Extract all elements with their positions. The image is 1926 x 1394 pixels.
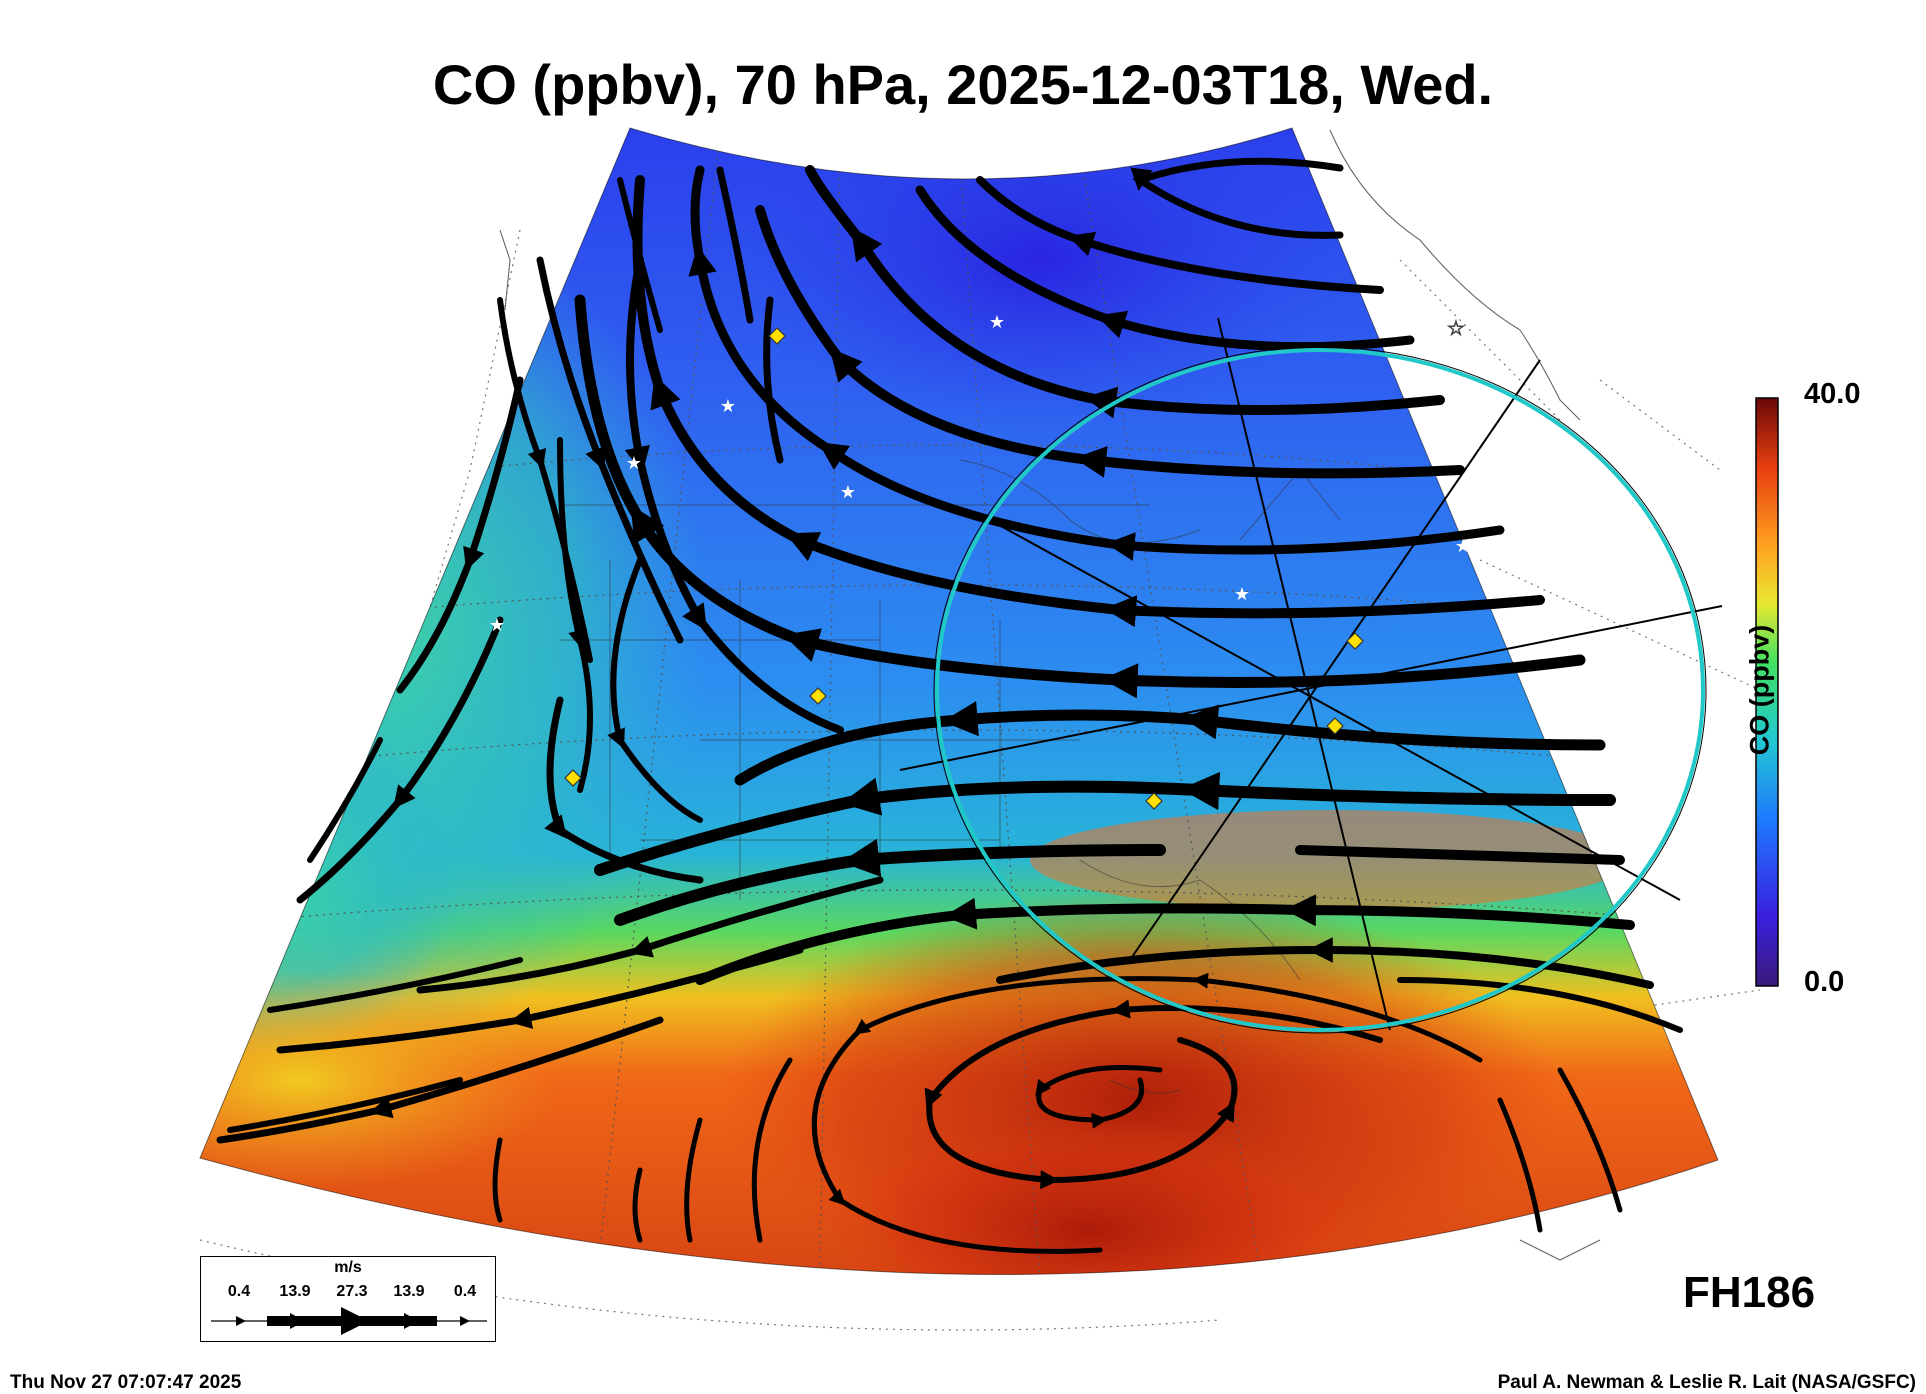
streamline	[1295, 845, 1625, 865]
site-markers	[564, 327, 1364, 810]
star-marker: ★	[989, 312, 1005, 333]
streamline	[307, 737, 383, 863]
streamline	[751, 1057, 793, 1243]
colorbar-min-label: 0.0	[1804, 966, 1845, 998]
diamond-marker	[1326, 717, 1344, 735]
streamline	[557, 437, 593, 793]
star-marker: ★	[1455, 536, 1471, 557]
streamline	[763, 296, 784, 464]
page-title: CO (ppbv), 70 hPa, 2025-12-03T18, Wed.	[432, 53, 1494, 116]
star-marker: ★	[489, 615, 505, 636]
streamline	[624, 256, 844, 734]
streamline	[267, 957, 523, 1013]
flight-tracks	[899, 317, 1723, 1031]
diamond-marker	[1346, 632, 1364, 650]
wind-unit-label: m/s	[334, 1259, 362, 1276]
wind-scale-legend: m/s 0.4 13.9 27.3 13.9 0.4	[200, 1256, 496, 1342]
streamline	[695, 894, 1635, 985]
wind-speed-label: 13.9	[393, 1283, 425, 1300]
star-markers: ★ ★ ★ ★ ★ ★ ★	[489, 312, 1471, 636]
streamline	[227, 1077, 463, 1133]
streamline	[492, 1137, 503, 1223]
colorbar	[1755, 397, 1779, 987]
wind-speed-label: 13.9	[279, 1283, 311, 1300]
streamline	[811, 972, 1483, 1254]
streamline	[996, 937, 1654, 989]
streamline	[416, 876, 884, 994]
streamline	[594, 771, 1616, 876]
colorbar-title: CO (ppbv)	[1744, 624, 1775, 756]
streamline	[614, 838, 1166, 926]
streamline	[1397, 977, 1683, 1033]
wind-speed-label: 0.4	[453, 1283, 477, 1300]
streamline	[1557, 1067, 1623, 1213]
credit-line: Paul A. Newman & Leslie R. Lait (NASA/GS…	[1497, 1372, 1916, 1393]
streamline	[276, 946, 804, 1054]
outer-coastlines	[499, 129, 1601, 1261]
star-marker: ★	[1234, 584, 1250, 605]
forecast-hour-label: FH186	[1683, 1268, 1816, 1317]
star-marker: ★	[840, 482, 856, 503]
streamline	[716, 166, 754, 324]
streamline	[617, 177, 663, 333]
streamline	[734, 701, 1606, 786]
outer-graticule	[199, 229, 1761, 1331]
streamline	[574, 294, 1586, 699]
streamline	[1497, 1097, 1543, 1233]
diamond-marker	[1145, 792, 1163, 810]
diamond-marker	[809, 687, 827, 705]
streamline	[1130, 157, 1344, 239]
streamline	[684, 1117, 703, 1243]
streamline	[497, 297, 593, 663]
streamline	[216, 1016, 664, 1144]
wind-speed-label: 27.3	[336, 1283, 368, 1300]
streamline	[536, 256, 684, 644]
streamline	[607, 557, 703, 823]
diamond-marker	[564, 769, 582, 787]
svg-text:☆: ☆	[1447, 316, 1465, 340]
star-marker: ★	[626, 453, 642, 474]
diamond-marker	[768, 327, 786, 345]
range-ring	[933, 346, 1707, 1034]
run-timestamp: Thu Nov 27 07:07:47 2025	[10, 1372, 242, 1393]
star-marker: ★	[720, 396, 736, 417]
wind-speed-label: 0.4	[227, 1283, 251, 1300]
wind-scale-arrows	[211, 1307, 487, 1335]
streamline	[544, 696, 704, 884]
wind-streamlines	[216, 157, 1683, 1254]
colorbar-max-label: 40.0	[1804, 378, 1861, 410]
streamline	[296, 616, 504, 904]
streamline	[396, 376, 524, 694]
streamline	[632, 1167, 643, 1243]
